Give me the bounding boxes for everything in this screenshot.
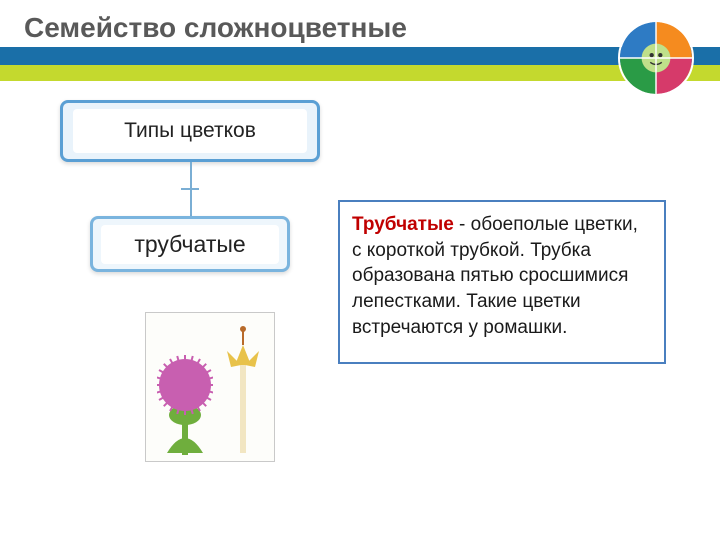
tree-child-node: трубчатые: [90, 216, 290, 272]
header-stripe-dark: [0, 47, 720, 65]
header-stripe-lime: [0, 65, 720, 81]
badge-icon: [620, 22, 692, 94]
tubular-flower-icon: [223, 325, 263, 455]
tree-root-node: Типы цветков: [60, 100, 320, 162]
tree-child-label: трубчатые: [101, 225, 279, 264]
description-term: Трубчатые: [352, 214, 454, 235]
flower-badge: [618, 20, 694, 96]
flower-illustration: [145, 312, 275, 462]
tree-connector-horizontal: [181, 188, 199, 190]
description-box: Трубчатые - обоеполые цветки, с короткой…: [338, 200, 666, 364]
tree-root-label: Типы цветков: [73, 109, 307, 153]
thistle-icon: [157, 325, 213, 455]
page-title: Семейство сложноцветные: [24, 12, 407, 44]
